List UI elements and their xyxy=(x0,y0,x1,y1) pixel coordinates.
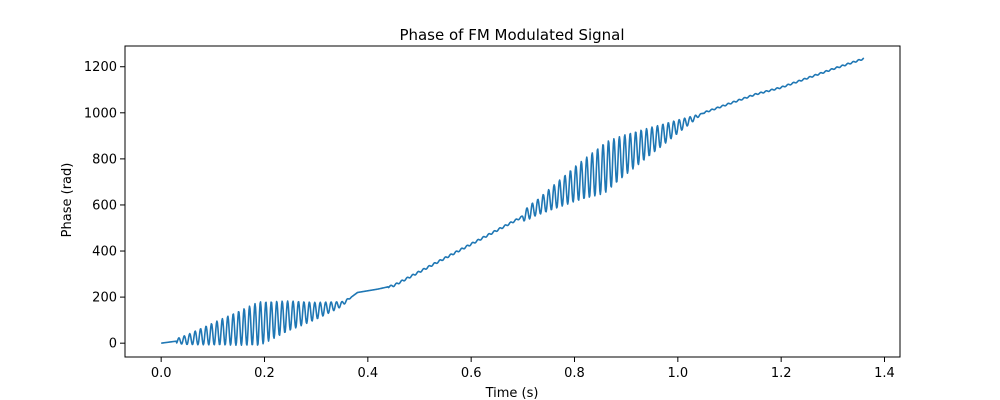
x-tick-label: 0.2 xyxy=(254,366,275,381)
y-tick-label: 800 xyxy=(92,152,117,167)
y-tick-label: 200 xyxy=(92,291,117,306)
y-axis-label: Phase (rad) xyxy=(60,163,75,238)
y-tick-label: 1000 xyxy=(84,106,117,121)
y-tick-label: 600 xyxy=(92,198,117,213)
series-line xyxy=(160,57,865,346)
chart-title: Phase of FM Modulated Signal xyxy=(399,26,624,44)
x-tick-label: 1.4 xyxy=(874,366,895,381)
x-tick-label: 0.8 xyxy=(564,366,585,381)
x-tick-label: 1.0 xyxy=(667,366,688,381)
x-tick-label: 0.0 xyxy=(151,366,172,381)
x-tick-label: 0.6 xyxy=(461,366,482,381)
y-tick-label: 0 xyxy=(109,337,117,352)
x-tick-label: 1.2 xyxy=(771,366,792,381)
x-tick-label: 0.4 xyxy=(357,366,378,381)
plot-area: 0.0 0.2 0.4 0.6 0.8 1.0 1.2 1.4 0 200 400 600 800 100… xyxy=(84,45,901,381)
x-axis-label: Time (s) xyxy=(485,386,539,400)
axes-frame xyxy=(124,45,901,358)
y-tick-label: 400 xyxy=(92,245,117,260)
y-tick-label: 1200 xyxy=(84,60,117,75)
